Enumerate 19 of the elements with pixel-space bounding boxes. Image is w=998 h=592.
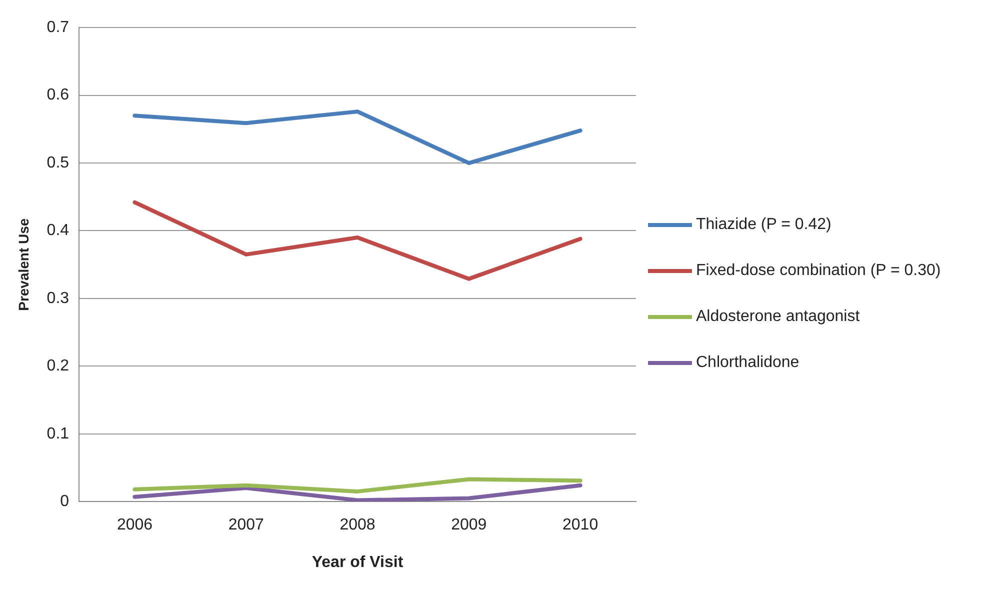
- y-axis-title: Prevalent Use: [15, 218, 32, 311]
- y-tick-label: 0.2: [46, 358, 70, 375]
- x-tick-label: 2006: [116, 516, 153, 534]
- y-tick-label: 0.1: [46, 425, 70, 442]
- legend-label: Fixed-dose combination (P = 0.30): [696, 261, 941, 281]
- legend-label: Chlorthalidone: [696, 353, 800, 373]
- legend-label: Thiazide (P = 0.42): [696, 215, 832, 235]
- y-tick-label: 0.5: [46, 154, 70, 172]
- y-tick-label: 0.3: [46, 290, 70, 307]
- legend-label: Aldosterone antagonist: [696, 307, 860, 327]
- x-tick-label: 2007: [228, 516, 264, 534]
- y-tick-label: 0: [60, 493, 70, 510]
- x-tick-label: 2010: [562, 516, 598, 534]
- x-tick-label: 2008: [340, 516, 376, 534]
- y-tick-label: 0.4: [46, 222, 70, 240]
- x-axis-title: Year of Visit: [312, 554, 404, 571]
- x-tick-label: 2009: [451, 516, 487, 534]
- y-tick-label: 0.6: [46, 86, 70, 104]
- y-tick-label: 0.7: [46, 19, 70, 36]
